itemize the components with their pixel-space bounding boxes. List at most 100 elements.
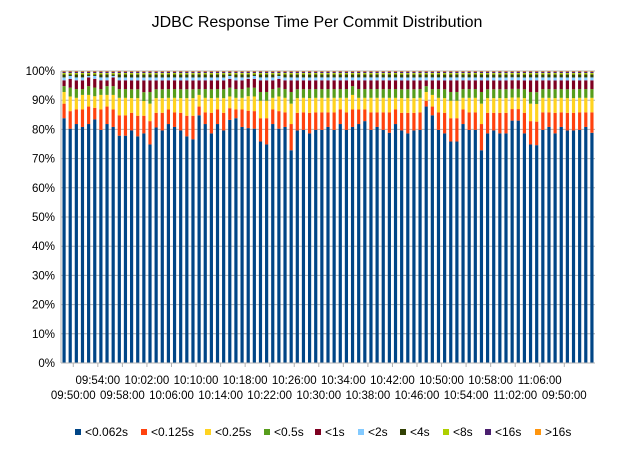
bar-segment (68, 71, 72, 72)
y-tick-label: 70% (32, 154, 55, 166)
y-tick-label: 10% (32, 329, 55, 341)
bar-segment (166, 73, 171, 75)
bar-segment (326, 73, 330, 75)
bar-segment (473, 80, 477, 90)
bar-segment (381, 97, 385, 113)
bar-segment (393, 74, 398, 78)
bar-segment (571, 74, 576, 78)
bar-segment (363, 80, 367, 90)
bar-segment (430, 73, 434, 75)
bar-segment (215, 77, 220, 81)
bar-segment (461, 97, 465, 110)
bar-segment (369, 112, 373, 130)
bar-segment (209, 74, 213, 78)
bar-segment (436, 80, 441, 90)
bar-segment (301, 80, 306, 90)
bar-segment (111, 74, 115, 76)
bar-segment (571, 130, 576, 363)
bar-segment (485, 71, 490, 72)
bar-segment (314, 80, 318, 90)
bar-segment (99, 73, 103, 75)
bar-segment (246, 73, 250, 75)
bar-segment (400, 74, 404, 78)
bar-segment (252, 78, 256, 88)
bar-segment (283, 89, 287, 98)
bar-segment (191, 139, 195, 363)
bar-segment (473, 97, 477, 113)
bar-segment (283, 77, 287, 81)
bar-segment (541, 129, 545, 363)
bar-segment (185, 73, 189, 75)
bar-segment (338, 97, 342, 110)
bar-segment (535, 71, 539, 72)
legend-item: <0.062s (75, 425, 128, 439)
bar-segment (172, 126, 177, 364)
bar-segment (467, 71, 471, 72)
bar-segment (344, 97, 349, 113)
bar-segment (492, 71, 496, 72)
bar-segment (443, 80, 447, 90)
bar-segment (136, 136, 140, 363)
bar-segment (295, 71, 299, 74)
bar-segment (74, 71, 78, 74)
stacked-bar (326, 71, 330, 364)
bar-segment (99, 89, 103, 95)
bar-segment (320, 73, 324, 75)
bar-segment (418, 71, 422, 72)
bar-segment (541, 97, 545, 113)
bar-segment (191, 73, 195, 75)
legend-item: <0.25s (205, 425, 251, 439)
bar-segment (528, 77, 533, 81)
bar-segment (332, 77, 336, 81)
stacked-bar (307, 71, 312, 363)
bar-segment (430, 115, 434, 363)
legend-swatch (141, 429, 147, 435)
bar-segment (277, 73, 281, 75)
bar-segment (295, 130, 299, 363)
bar-segment (320, 77, 324, 81)
bar-segment (228, 71, 232, 72)
bar-segment (461, 89, 465, 98)
bar-segment (314, 97, 318, 113)
bar-segment (381, 73, 385, 75)
bar-segment (123, 97, 128, 116)
bar-segment (265, 100, 269, 119)
bar-segment (547, 112, 551, 127)
bar-segment (590, 71, 594, 72)
bar-segment (326, 71, 330, 74)
bar-segment (393, 77, 398, 81)
bar-segment (565, 74, 569, 78)
bar-segment (535, 92, 539, 104)
bar-segment (179, 89, 183, 99)
bar-segment (117, 115, 121, 136)
bar-segment (240, 77, 244, 81)
bar-segment (412, 71, 416, 72)
bar-segment (154, 71, 158, 74)
stacked-bar (553, 71, 557, 363)
bar-segment (332, 97, 336, 113)
bar-segment (350, 74, 355, 78)
stacked-bar (485, 71, 490, 363)
bar-segment (387, 132, 391, 363)
bar-segment (375, 74, 379, 78)
bar-segment (528, 80, 533, 92)
bar-segment (289, 91, 293, 104)
bar-segment (258, 91, 263, 101)
bar-segment (584, 71, 588, 72)
bar-segment (307, 80, 312, 90)
bar-segment (222, 74, 226, 78)
bar-segment (412, 77, 416, 81)
bar-segment (154, 89, 158, 99)
bar-segment (111, 75, 115, 78)
bar-segment (387, 74, 391, 78)
bar-segment (203, 97, 207, 113)
bar-segment (535, 71, 539, 74)
bar-segment (547, 77, 551, 81)
bar-segment (172, 80, 177, 90)
bar-segment (129, 74, 134, 78)
legend-swatch (400, 429, 406, 435)
stacked-bar (209, 71, 213, 363)
bar-segment (375, 80, 379, 90)
bar-segment (504, 133, 508, 363)
bar-segment (436, 112, 441, 130)
